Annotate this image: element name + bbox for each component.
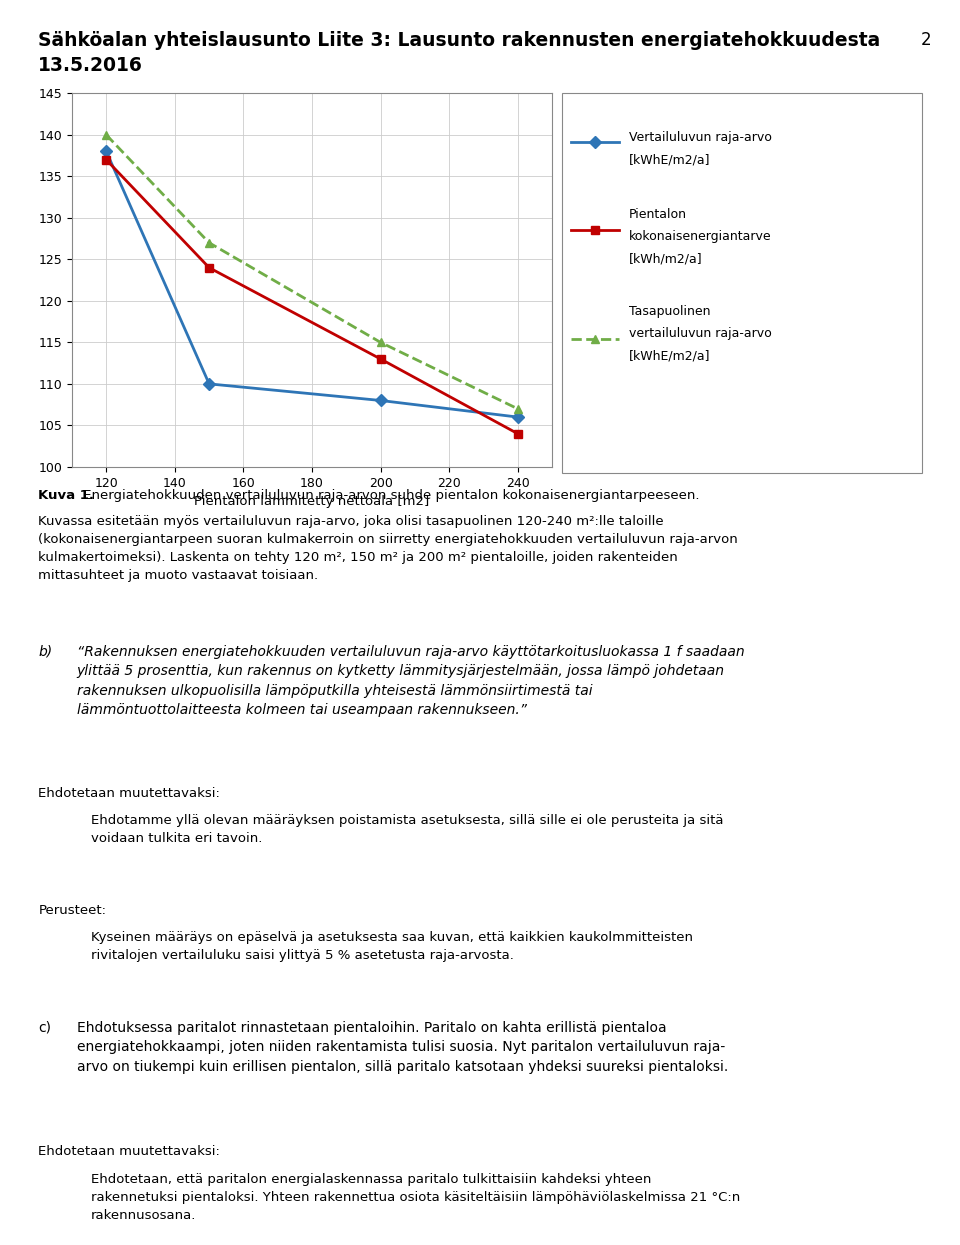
Text: “Rakennuksen energiatehokkuuden vertailuluvun raja-arvo käyttötarkoitusluokassa : “Rakennuksen energiatehokkuuden vertailu…	[77, 645, 744, 717]
Text: Ehdotuksessa paritalot rinnastetaan pientaloihin. Paritalo on kahta erillistä pi: Ehdotuksessa paritalot rinnastetaan pien…	[77, 1021, 728, 1074]
Text: Ehdotetaan muutettavaksi:: Ehdotetaan muutettavaksi:	[38, 787, 220, 799]
Text: Ehdotetaan muutettavaksi:: Ehdotetaan muutettavaksi:	[38, 1145, 220, 1158]
Bar	[562, 93, 922, 473]
Text: Ehdotetaan, että paritalon energialaskennassa paritalo tulkittaisiin kahdeksi yh: Ehdotetaan, että paritalon energialasken…	[91, 1173, 740, 1221]
Text: Kuvassa esitetään myös vertailuluvun raja-arvo, joka olisi tasapuolinen 120-240 : Kuvassa esitetään myös vertailuluvun raj…	[38, 515, 738, 583]
Text: kokonaisenergiantarve: kokonaisenergiantarve	[629, 230, 772, 243]
X-axis label: Pientalon lämmitetty nettoala [m2]: Pientalon lämmitetty nettoala [m2]	[194, 496, 430, 508]
Text: Pientalon: Pientalon	[629, 208, 686, 220]
Text: Kuva 1.: Kuva 1.	[38, 489, 94, 502]
Text: Perusteet:: Perusteet:	[38, 904, 107, 916]
Text: Sähköalan yhteislausunto Liite 3: Lausunto rakennusten energiatehokkuudesta: Sähköalan yhteislausunto Liite 3: Lausun…	[38, 31, 880, 50]
Text: c): c)	[38, 1021, 52, 1035]
Text: Tasapuolinen: Tasapuolinen	[629, 305, 710, 317]
Text: b): b)	[38, 645, 53, 659]
Text: Ehdotamme yllä olevan määräyksen poistamista asetuksesta, sillä sille ei ole per: Ehdotamme yllä olevan määräyksen poistam…	[91, 814, 724, 845]
Text: Vertailuluvun raja-arvo: Vertailuluvun raja-arvo	[629, 131, 772, 143]
Text: 13.5.2016: 13.5.2016	[38, 56, 143, 75]
Text: [kWhE/m2/a]: [kWhE/m2/a]	[629, 350, 710, 362]
Text: Kyseinen määräys on epäselvä ja asetuksesta saa kuvan, että kaikkien kaukolmmitt: Kyseinen määräys on epäselvä ja asetukse…	[91, 931, 693, 962]
Text: vertailuluvun raja-arvo: vertailuluvun raja-arvo	[629, 327, 772, 340]
Text: [kWh/m2/a]: [kWh/m2/a]	[629, 253, 703, 265]
Text: 2: 2	[921, 31, 931, 49]
Text: [kWhE/m2/a]: [kWhE/m2/a]	[629, 153, 710, 166]
Text: Energiatehokkuuden vertailuluvun raja-arvon suhde pientalon kokonaisenergiantarp: Energiatehokkuuden vertailuluvun raja-ar…	[79, 489, 699, 502]
